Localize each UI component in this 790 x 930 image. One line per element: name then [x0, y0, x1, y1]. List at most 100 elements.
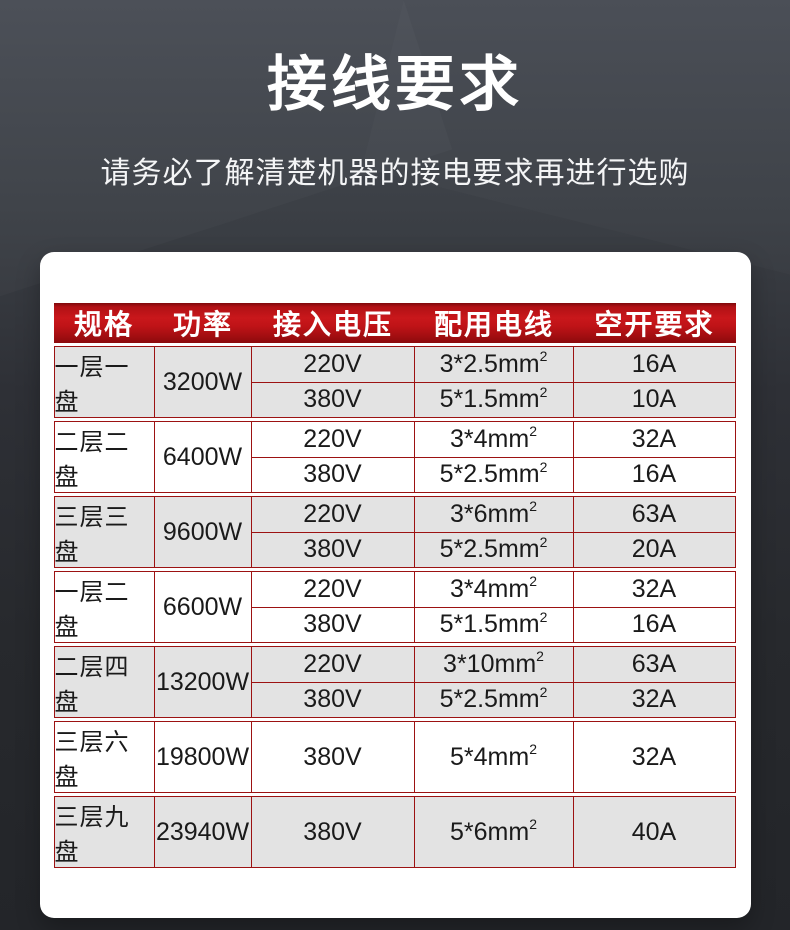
wire-cell: 3*10mm 2: [415, 647, 574, 682]
breaker-cell: 63A: [631, 499, 677, 528]
voltage-option-row: 380V 5*2.5mm 2 16A: [251, 456, 735, 492]
wire-size: 5*4mm: [450, 742, 530, 771]
table-row: 三层九盘 23940W 380V 5*6mm 2 40A: [53, 796, 736, 868]
column-header-voltage: 接入电压: [272, 309, 393, 340]
wire-cell: 3*4mm 2: [415, 572, 574, 607]
breaker-cell: 16A: [631, 349, 677, 378]
wire-size: 3*2.5mm: [439, 349, 540, 378]
voltage-cell: 380V: [252, 532, 415, 567]
options-column: 380V 5*4mm 2 32A: [252, 722, 735, 792]
wire-size: 5*1.5mm: [439, 385, 540, 414]
wire-superscript: 2: [536, 648, 544, 665]
column-header-power: 功率: [172, 309, 233, 340]
wire-superscript: 2: [529, 741, 537, 757]
options-column: 220V 3*4mm 2 32A 380V 5*2.5mm 2 16A: [251, 422, 735, 492]
power-cell: 6600W: [155, 572, 252, 642]
voltage-option-row: 380V 5*1.5mm 2 16A: [251, 606, 735, 642]
wire-superscript: 2: [539, 683, 548, 700]
power-cell: 9600W: [155, 497, 252, 567]
voltage-option-row: 380V 5*1.5mm 2 10A: [251, 381, 735, 417]
spec-cell: 一层一盘: [55, 347, 155, 417]
voltage-cell: 220V: [252, 647, 415, 682]
wire-cell: 5*1.5mm 2: [415, 382, 574, 417]
options-column: 220V 3*4mm 2 32A 380V 5*1.5mm 2 16A: [251, 572, 735, 642]
wire-size: 5*6mm: [450, 817, 530, 846]
wire-superscript: 2: [529, 573, 537, 590]
spec-cell: 三层三盘: [55, 497, 155, 567]
wire-size: 5*2.5mm: [439, 535, 540, 564]
hero-header: 接线要求 请务必了解清楚机器的接电要求再进行选购: [0, 0, 790, 192]
wire-cell: 5*2.5mm 2: [415, 532, 574, 567]
breaker-cell: 40A: [631, 817, 677, 846]
breaker-cell: 16A: [631, 460, 677, 489]
column-header-spec: 规格: [73, 309, 134, 340]
wire-cell: 5*2.5mm 2: [415, 682, 574, 717]
breaker-cell: 32A: [631, 574, 677, 603]
voltage-cell: 380V: [252, 722, 415, 792]
voltage-option-row: 380V 5*4mm 2 32A: [252, 722, 735, 792]
voltage-cell: 380V: [252, 382, 415, 417]
wire-cell: 5*4mm 2: [415, 722, 574, 792]
spec-cell: 三层六盘: [55, 722, 155, 792]
table-row: 三层三盘 9600W 220V 3*6mm 2 63A 380V 5*2.5mm 2…: [53, 496, 736, 568]
table-row: 二层二盘 6400W 220V 3*4mm 2 32A 380V 5*2.5mm 2…: [53, 421, 736, 493]
wire-cell: 5*6mm 2: [415, 797, 574, 867]
wire-superscript: 2: [539, 458, 548, 475]
breaker-cell: 32A: [631, 424, 677, 453]
spec-cell: 一层二盘: [55, 572, 155, 642]
power-cell: 6400W: [155, 422, 252, 492]
wire-cell: 5*2.5mm 2: [415, 457, 574, 492]
wire-size: 3*6mm: [450, 499, 530, 528]
wire-size: 3*4mm: [450, 574, 530, 603]
wire-cell: 3*2.5mm 2: [415, 347, 574, 382]
voltage-cell: 220V: [252, 572, 415, 607]
wire-superscript: 2: [539, 348, 548, 365]
table-row: 三层六盘 19800W 380V 5*4mm 2 32A: [53, 721, 736, 793]
power-cell: 19800W: [155, 722, 252, 792]
voltage-cell: 220V: [252, 497, 415, 532]
voltage-option-row: 220V 3*4mm 2 32A: [252, 572, 735, 607]
wire-size: 3*4mm: [450, 424, 530, 453]
power-cell: 23940W: [155, 797, 252, 867]
voltage-cell: 380V: [252, 797, 415, 867]
options-column: 220V 3*10mm 2 63A 380V 5*2.5mm 2 32A: [251, 647, 735, 717]
spec-cell: 二层二盘: [55, 422, 155, 492]
options-column: 220V 3*6mm 2 63A 380V 5*2.5mm 2 20A: [251, 497, 735, 567]
voltage-option-row: 380V 5*2.5mm 2 32A: [251, 681, 735, 717]
power-cell: 3200W: [155, 347, 252, 417]
breaker-cell: 32A: [631, 742, 677, 771]
table-row: 一层二盘 6600W 220V 3*4mm 2 32A 380V 5*1.5mm 2…: [53, 571, 736, 643]
spec-card: 规格 功率 接入电压 配用电线 空开要求 一层一盘 3200W 220V 3*2…: [39, 252, 751, 918]
table-row: 二层四盘 13200W 220V 3*10mm 2 63A 380V 5*2.5m…: [53, 646, 736, 718]
column-header-wire: 配用电线: [433, 309, 554, 340]
voltage-option-row: 220V 3*10mm 2 63A: [252, 647, 735, 682]
breaker-cell: 16A: [631, 610, 677, 639]
wire-cell: 3*4mm 2: [415, 422, 574, 457]
spec-cell: 二层四盘: [55, 647, 155, 717]
table-header-row: 规格 功率 接入电压 配用电线 空开要求: [53, 303, 736, 343]
breaker-cell: 32A: [631, 685, 677, 714]
options-column: 380V 5*6mm 2 40A: [252, 797, 735, 867]
breaker-cell: 20A: [631, 535, 677, 564]
wire-superscript: 2: [529, 498, 537, 515]
spec-table: 规格 功率 接入电压 配用电线 空开要求 一层一盘 3200W 220V 3*2…: [53, 303, 736, 868]
wire-cell: 5*1.5mm 2: [415, 607, 574, 642]
wire-superscript: 2: [539, 533, 548, 550]
voltage-cell: 380V: [252, 682, 415, 717]
power-cell: 13200W: [155, 647, 252, 717]
voltage-option-row: 220V 3*2.5mm 2 16A: [252, 347, 735, 382]
wire-superscript: 2: [539, 383, 548, 400]
wire-superscript: 2: [529, 816, 537, 832]
wire-superscript: 2: [539, 608, 548, 625]
voltage-cell: 220V: [252, 347, 415, 382]
wire-size: 5*1.5mm: [439, 610, 540, 639]
page-title: 接线要求: [267, 51, 523, 118]
breaker-cell: 10A: [631, 385, 677, 414]
spec-cell: 三层九盘: [55, 797, 155, 867]
wire-cell: 3*6mm 2: [415, 497, 574, 532]
column-header-breaker: 空开要求: [594, 309, 715, 340]
wire-superscript: 2: [529, 423, 537, 440]
voltage-option-row: 220V 3*4mm 2 32A: [252, 422, 735, 457]
options-column: 220V 3*2.5mm 2 16A 380V 5*1.5mm 2 10A: [251, 347, 735, 417]
